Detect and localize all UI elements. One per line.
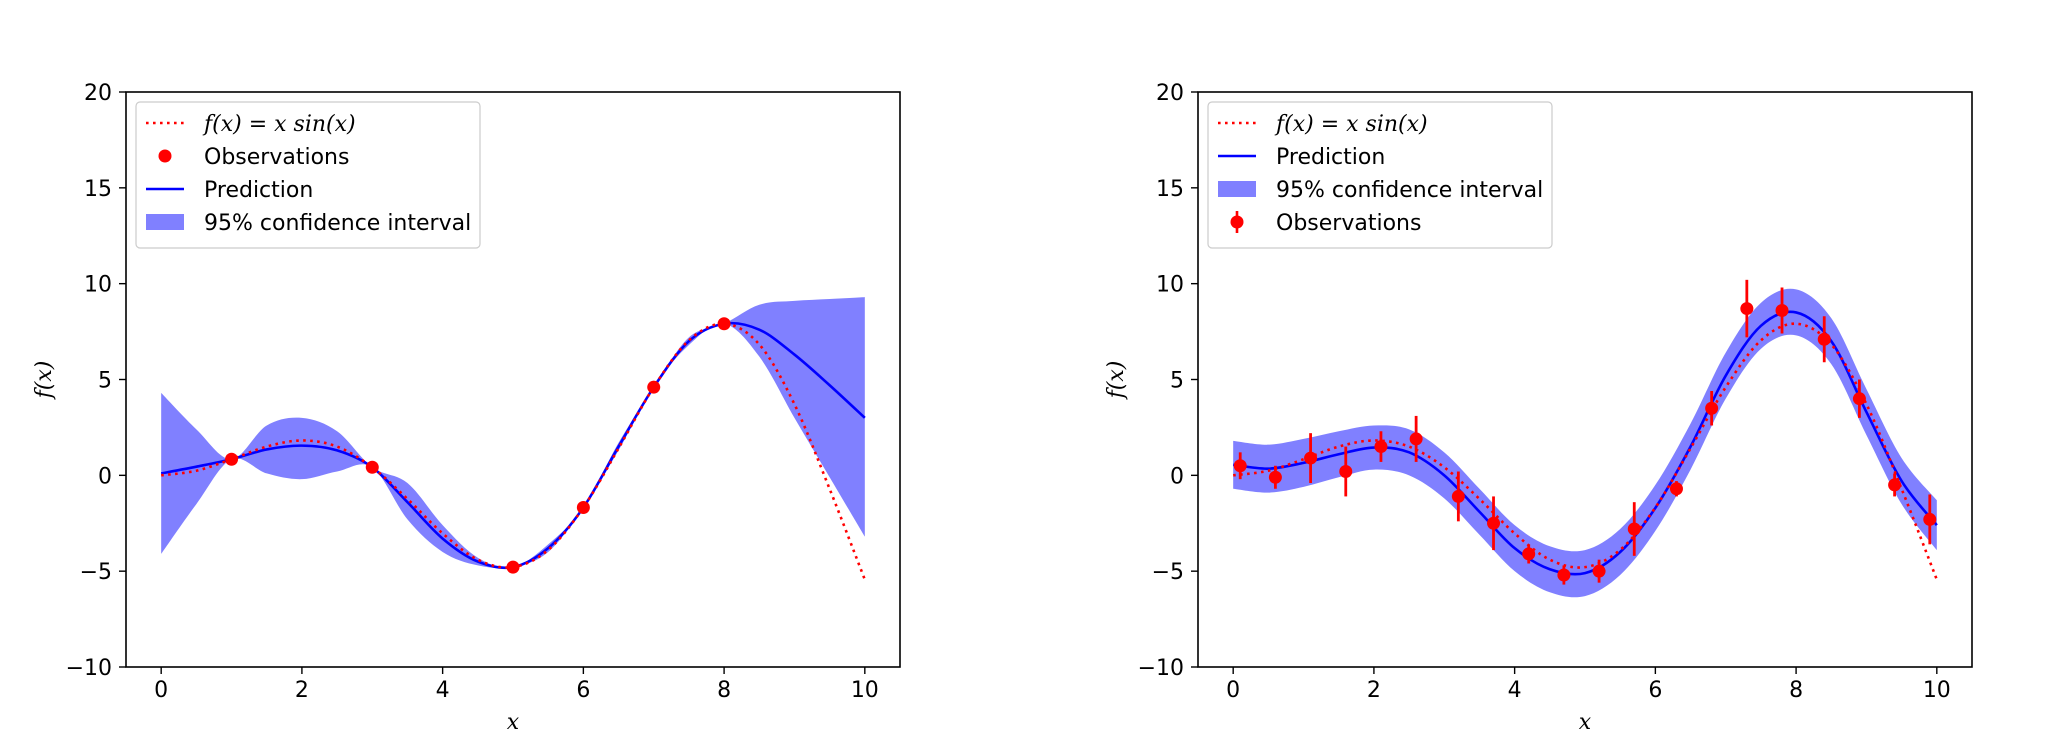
right-legend-handle-interval [1218, 181, 1256, 197]
right-x-tick-label: 8 [1789, 678, 1803, 703]
right-y-ticks: −10 −5 0 5 10 15 20 [1138, 81, 1198, 681]
right-y-tick-label: 20 [1156, 81, 1184, 106]
left-legend-label-truth: f(x) = x sin(x) [202, 112, 356, 137]
right-y-axis-label: f(x) [1104, 361, 1129, 401]
right-y-tick-label: 15 [1156, 177, 1184, 202]
left-observation-point [365, 460, 379, 474]
left-legend-label-prediction: Prediction [204, 178, 313, 203]
left-y-tick-label: 5 [98, 369, 112, 394]
left-y-axis-label: f(x) [32, 361, 57, 401]
left-legend-box [135, 101, 481, 249]
left-observation-point [717, 317, 731, 331]
left-y-tick-label: −5 [80, 560, 112, 585]
right-confidence-band [1233, 288, 1937, 598]
left-observations [225, 317, 731, 574]
right-y-tick-label: −5 [1152, 560, 1184, 585]
right-observation-point [1669, 482, 1683, 496]
left-y-tick-label: 20 [84, 81, 112, 106]
left-x-tick-label: 6 [576, 678, 590, 703]
right-legend-label-observations: Observations [1276, 211, 1421, 236]
right-observation-point [1409, 432, 1423, 446]
right-x-tick-label: 0 [1226, 678, 1240, 703]
left-observation-point [225, 452, 239, 466]
left-observation-point [647, 380, 661, 394]
right-x-axis-label: x [1579, 710, 1592, 735]
right-x-tick-label: 4 [1508, 678, 1522, 703]
left-observation-point [506, 560, 520, 574]
left-x-axis-label: x [507, 710, 520, 735]
left-observation-point [576, 501, 590, 515]
right-y-tick-label: 5 [1170, 369, 1184, 394]
right-legend-handle-observations [1230, 215, 1244, 229]
left-x-tick-label: 0 [154, 678, 168, 703]
right-observation-point [1888, 478, 1902, 492]
left-y-tick-label: −10 [66, 656, 112, 681]
left-x-tick-label: 4 [436, 678, 450, 703]
right-observation-point [1557, 568, 1571, 582]
left-chart-panel: 0 2 4 6 8 10 −10 −5 0 5 10 15 20 x f(x) f(x) = x si… [32, 81, 901, 735]
right-confidence-interval-area [1233, 288, 1937, 598]
left-y-tick-label: 15 [84, 177, 112, 202]
left-legend-handle-observations [158, 149, 172, 163]
left-y-tick-label: 10 [84, 273, 112, 298]
left-legend-label-interval: 95% confidence interval [204, 211, 471, 236]
right-x-tick-label: 10 [1923, 678, 1951, 703]
right-observations [1233, 279, 1937, 585]
right-observation-point [1775, 304, 1789, 317]
right-observation-point [1304, 451, 1318, 465]
right-observation-point [1923, 512, 1937, 526]
right-observation-point [1705, 401, 1719, 415]
right-legend: f(x) = x sin(x) Prediction 95% confidence … [1207, 101, 1553, 249]
right-y-tick-label: 10 [1156, 273, 1184, 298]
right-y-tick-label: −10 [1138, 656, 1184, 681]
right-observation-point [1592, 564, 1606, 578]
left-legend: f(x) = x sin(x) Observations Prediction 95%… [135, 101, 481, 249]
left-legend-label-observations: Observations [204, 145, 349, 170]
left-x-ticks: 0 2 4 6 8 10 [154, 667, 879, 703]
left-confidence-band [161, 297, 865, 569]
left-y-tick-label: 0 [98, 464, 112, 489]
right-observation-point [1627, 522, 1641, 536]
left-y-ticks: −10 −5 0 5 10 15 20 [66, 81, 126, 681]
right-x-ticks: 0 2 4 6 8 10 [1226, 667, 1951, 703]
left-x-tick-label: 2 [295, 678, 309, 703]
right-observation-point [1522, 547, 1536, 561]
right-observation-point [1740, 302, 1754, 316]
right-observation-point [1268, 470, 1282, 484]
right-observation-point [1339, 465, 1353, 478]
right-observation-point [1817, 332, 1831, 346]
right-x-tick-label: 2 [1367, 678, 1381, 703]
right-legend-label-interval: 95% confidence interval [1276, 178, 1543, 203]
right-chart-panel: 0 2 4 6 8 10 −10 −5 0 5 10 15 20 x f(x) f(x) = x si… [1104, 81, 1973, 735]
left-legend-handle-interval [146, 214, 184, 230]
right-observation-point [1451, 489, 1465, 503]
right-observation-point [1374, 440, 1388, 454]
right-y-tick-label: 0 [1170, 464, 1184, 489]
left-confidence-interval-area [161, 297, 865, 569]
left-x-tick-label: 8 [717, 678, 731, 703]
right-legend-label-prediction: Prediction [1276, 145, 1385, 170]
right-observation-point [1852, 392, 1866, 406]
left-x-tick-label: 10 [851, 678, 879, 703]
right-legend-box [1207, 101, 1553, 249]
right-observation-point [1233, 459, 1247, 473]
right-x-tick-label: 6 [1648, 678, 1662, 703]
right-legend-label-truth: f(x) = x sin(x) [1274, 112, 1428, 137]
right-observation-point [1487, 516, 1501, 530]
